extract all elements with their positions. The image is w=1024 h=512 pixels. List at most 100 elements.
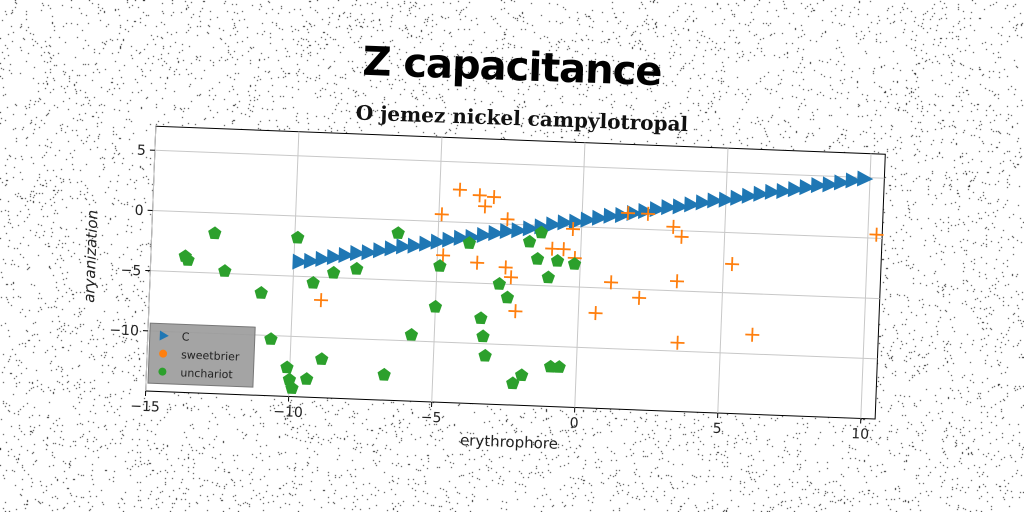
point-unchariot	[530, 251, 545, 265]
series-sweetbrier	[314, 182, 884, 350]
point-sweetbrier	[669, 274, 685, 289]
point-unchariot	[515, 368, 529, 382]
point-C	[638, 203, 655, 220]
point-unchariot	[534, 225, 549, 239]
point-C	[672, 198, 689, 215]
point-sweetbrier	[470, 255, 485, 270]
legend-label: C	[182, 330, 190, 343]
data-marks	[178, 170, 884, 394]
point-sweetbrier	[486, 190, 502, 205]
point-unchariot	[492, 277, 507, 290]
point-C	[603, 207, 620, 224]
point-C	[822, 176, 839, 193]
point-C	[695, 194, 712, 211]
point-sweetbrier	[632, 290, 647, 305]
point-C	[753, 185, 770, 202]
point-unchariot	[280, 360, 294, 374]
point-C	[810, 177, 828, 194]
point-C	[326, 248, 344, 265]
point-C	[557, 214, 574, 231]
point-C	[476, 226, 493, 243]
point-C	[776, 183, 793, 200]
point-unchariot	[264, 332, 278, 345]
point-C	[361, 244, 378, 261]
point-sweetbrier	[869, 227, 884, 242]
point-unchariot	[433, 259, 447, 272]
point-C	[764, 183, 782, 200]
x-tick-label: 5	[712, 421, 722, 437]
point-unchariot	[552, 360, 566, 373]
point-C	[730, 189, 747, 206]
point-sweetbrier	[666, 219, 681, 234]
x-tick-label: −10	[273, 404, 303, 421]
point-unchariot	[522, 234, 537, 248]
point-unchariot	[291, 230, 305, 244]
y-axis-label: aryanization	[80, 210, 102, 304]
series-unchariot	[178, 225, 582, 394]
point-C	[430, 233, 447, 250]
point-unchariot	[218, 264, 232, 277]
point-sweetbrier	[725, 257, 740, 272]
point-unchariot	[506, 376, 520, 390]
x-tick-label: −15	[130, 398, 160, 415]
point-unchariot	[315, 352, 329, 365]
point-C	[499, 223, 517, 240]
point-C	[292, 253, 309, 270]
point-sweetbrier	[545, 241, 560, 256]
point-C	[718, 191, 735, 208]
point-C	[856, 170, 874, 187]
x-axis-ticks: −15 −10 −5 0 5 10	[130, 390, 869, 443]
y-tick-label: −10	[109, 322, 139, 339]
point-C	[649, 201, 666, 218]
point-C	[349, 245, 367, 262]
point-unchariot	[306, 275, 320, 289]
legend-box	[147, 322, 256, 388]
x-tick-label: 0	[569, 415, 579, 431]
point-C	[799, 179, 816, 196]
point-sweetbrier	[641, 206, 656, 221]
point-sweetbrier	[565, 221, 581, 237]
point-sweetbrier	[434, 207, 449, 222]
point-unchariot	[428, 299, 443, 313]
point-sweetbrier	[621, 206, 636, 221]
point-sweetbrier	[472, 188, 487, 203]
y-tick-label: 0	[134, 203, 144, 219]
point-C	[315, 250, 332, 267]
point-sweetbrier	[674, 229, 689, 244]
y-tick-label: 5	[137, 143, 147, 159]
x-tick-label: −5	[420, 410, 441, 427]
series-C	[292, 170, 874, 270]
point-C	[419, 235, 436, 252]
legend-marker	[159, 349, 168, 358]
point-unchariot	[327, 265, 341, 279]
x-axis-label: erythrophore	[460, 431, 559, 453]
x-grid-line	[717, 148, 729, 414]
point-unchariot	[500, 290, 515, 304]
point-C	[372, 242, 390, 259]
point-unchariot	[391, 226, 405, 239]
point-C	[684, 196, 701, 213]
point-unchariot	[282, 372, 297, 386]
legend-label: unchariot	[180, 366, 233, 381]
point-C	[580, 211, 597, 228]
point-unchariot	[462, 236, 477, 249]
point-unchariot	[254, 285, 268, 299]
point-C	[522, 220, 540, 237]
point-C	[303, 252, 321, 269]
point-C	[661, 199, 678, 216]
legend-marker	[158, 367, 167, 376]
point-unchariot	[474, 311, 488, 325]
y-tick-label: −5	[120, 263, 141, 280]
point-sweetbrier	[452, 182, 467, 197]
legend-item-unchariot: unchariot	[158, 366, 234, 381]
x-tick-label: 10	[851, 426, 869, 443]
point-C	[511, 222, 528, 239]
point-sweetbrier	[670, 335, 685, 350]
point-C	[453, 229, 470, 246]
point-unchariot	[567, 257, 582, 270]
point-C	[488, 225, 505, 242]
point-unchariot	[350, 261, 364, 275]
point-sweetbrier	[745, 327, 760, 342]
